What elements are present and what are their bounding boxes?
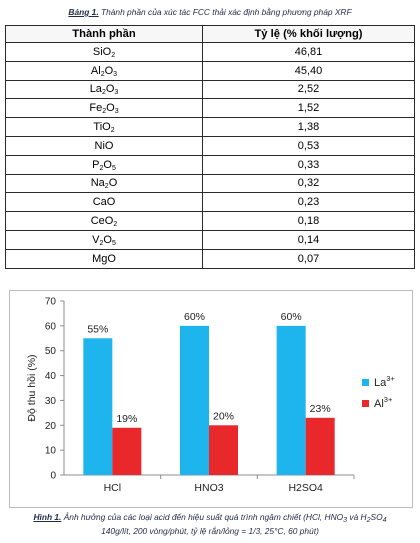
table-header-row: Thành phần Tỷ lệ (% khối lượng) bbox=[5, 25, 415, 43]
composition-table: Thành phần Tỷ lệ (% khối lượng) SiO2 46,8… bbox=[5, 25, 415, 269]
table-row: MgO 0,07 bbox=[5, 248, 415, 269]
data-label: 60% bbox=[281, 311, 302, 323]
ratio-cell: 0,33 bbox=[202, 154, 415, 175]
ratio-cell: 2,52 bbox=[202, 79, 415, 100]
table-caption-label: Bảng 1. bbox=[68, 7, 99, 17]
table-row: TiO2 1,38 bbox=[5, 117, 415, 137]
ratio-cell: 0,53 bbox=[202, 135, 415, 156]
data-label: 60% bbox=[184, 311, 205, 323]
bar-la bbox=[276, 325, 306, 475]
component-cell: MgO bbox=[5, 248, 203, 269]
figure-caption-line1: Ảnh hưởng của các loại acid đến hiệu suấ… bbox=[61, 512, 387, 524]
header-ratio: Tỷ lệ (% khối lượng) bbox=[202, 25, 415, 43]
ratio-cell: 45,40 bbox=[202, 60, 415, 81]
figure-caption-label: Hình 1. bbox=[33, 512, 62, 522]
table-row: CeO2 0,18 bbox=[5, 211, 415, 231]
legend-swatch bbox=[362, 400, 369, 407]
legend-label: La3+ bbox=[374, 374, 395, 389]
ratio-cell: 0,14 bbox=[202, 229, 415, 250]
x-tick-label: HNO3 bbox=[194, 482, 223, 494]
bar-la bbox=[83, 338, 113, 475]
table-caption: Bảng 1. Thành phần của xúc tác FCC thải … bbox=[0, 7, 420, 17]
x-tick-label: HCl bbox=[104, 482, 122, 494]
y-tick-label: 70 bbox=[45, 297, 57, 308]
data-label: 19% bbox=[116, 413, 137, 425]
ratio-cell: 0,23 bbox=[202, 192, 415, 213]
component-cell: P2O5 bbox=[5, 154, 203, 175]
table-row: La2O3 2,52 bbox=[5, 79, 415, 100]
legend-swatch bbox=[362, 379, 369, 386]
component-cell: La2O3 bbox=[5, 79, 203, 100]
table-row: Na2O 0,32 bbox=[5, 173, 415, 194]
component-cell: CeO2 bbox=[5, 211, 203, 231]
component-cell: Fe2O3 bbox=[5, 98, 203, 119]
ratio-cell: 1,38 bbox=[202, 117, 415, 137]
data-label: 23% bbox=[310, 403, 331, 415]
table-row: CaO 0,23 bbox=[5, 192, 415, 213]
y-axis-label: Độ thu hồi (%) bbox=[26, 354, 38, 421]
table-row: V2O5 0,14 bbox=[5, 229, 415, 250]
y-tick-label: 50 bbox=[45, 346, 57, 357]
component-cell: Al2O3 bbox=[5, 60, 203, 81]
y-tick-label: 60 bbox=[45, 321, 57, 332]
bar-al bbox=[209, 425, 238, 475]
bar-chart: 0 10 20 30 40 50 60 70 Độ thu hồi (%) HCl 55% 19% HN… bbox=[26, 297, 395, 495]
data-label: 20% bbox=[213, 410, 234, 422]
ratio-cell: 46,81 bbox=[202, 42, 415, 62]
component-cell: V2O5 bbox=[5, 229, 203, 250]
table-body: SiO2 46,81 Al2O3 45,40 La2O3 2,52 Fe2O3 1,52 TiO… bbox=[5, 42, 415, 269]
ratio-cell: 0,07 bbox=[202, 248, 415, 269]
figure-caption-line2: 140g/lít, 200 vòng/phút, tỷ lệ rắn/lỏng … bbox=[101, 526, 319, 536]
bar-la bbox=[180, 325, 209, 475]
y-tick-label: 0 bbox=[50, 471, 56, 482]
component-cell: TiO2 bbox=[5, 117, 203, 137]
table-row: Fe2O3 1,52 bbox=[5, 98, 415, 119]
component-cell: SiO2 bbox=[5, 42, 203, 62]
y-tick-label: 10 bbox=[45, 446, 57, 457]
bar-al bbox=[112, 427, 142, 475]
ratio-cell: 1,52 bbox=[202, 98, 415, 119]
component-cell: Na2O bbox=[5, 173, 203, 194]
y-tick-label: 20 bbox=[45, 421, 57, 432]
table-row: SiO2 46,81 bbox=[5, 42, 415, 62]
bar-al bbox=[305, 417, 335, 475]
ratio-cell: 0,32 bbox=[202, 173, 415, 194]
chart-area: 0 10 20 30 40 50 60 70 Độ thu hồi (%) HCl 55% 19% HN… bbox=[9, 290, 413, 508]
y-tick-label: 30 bbox=[45, 396, 57, 407]
figure-caption: Hình 1. Ảnh hưởng của các loại acid đến … bbox=[0, 510, 420, 538]
table-caption-text: Thành phần của xúc tác FCC thải xác định… bbox=[98, 7, 352, 17]
table-row: Al2O3 45,40 bbox=[5, 60, 415, 81]
header-component: Thành phần bbox=[5, 25, 203, 43]
y-tick-label: 40 bbox=[45, 371, 57, 382]
x-tick-label: H2SO4 bbox=[288, 482, 323, 494]
ratio-cell: 0,18 bbox=[202, 211, 415, 231]
data-label: 55% bbox=[87, 323, 108, 335]
component-cell: NiO bbox=[5, 135, 203, 156]
table-row: P2O5 0,33 bbox=[5, 154, 415, 175]
table-row: NiO 0,53 bbox=[5, 135, 415, 156]
component-cell: CaO bbox=[5, 192, 203, 213]
legend-label: Al3+ bbox=[374, 395, 393, 410]
